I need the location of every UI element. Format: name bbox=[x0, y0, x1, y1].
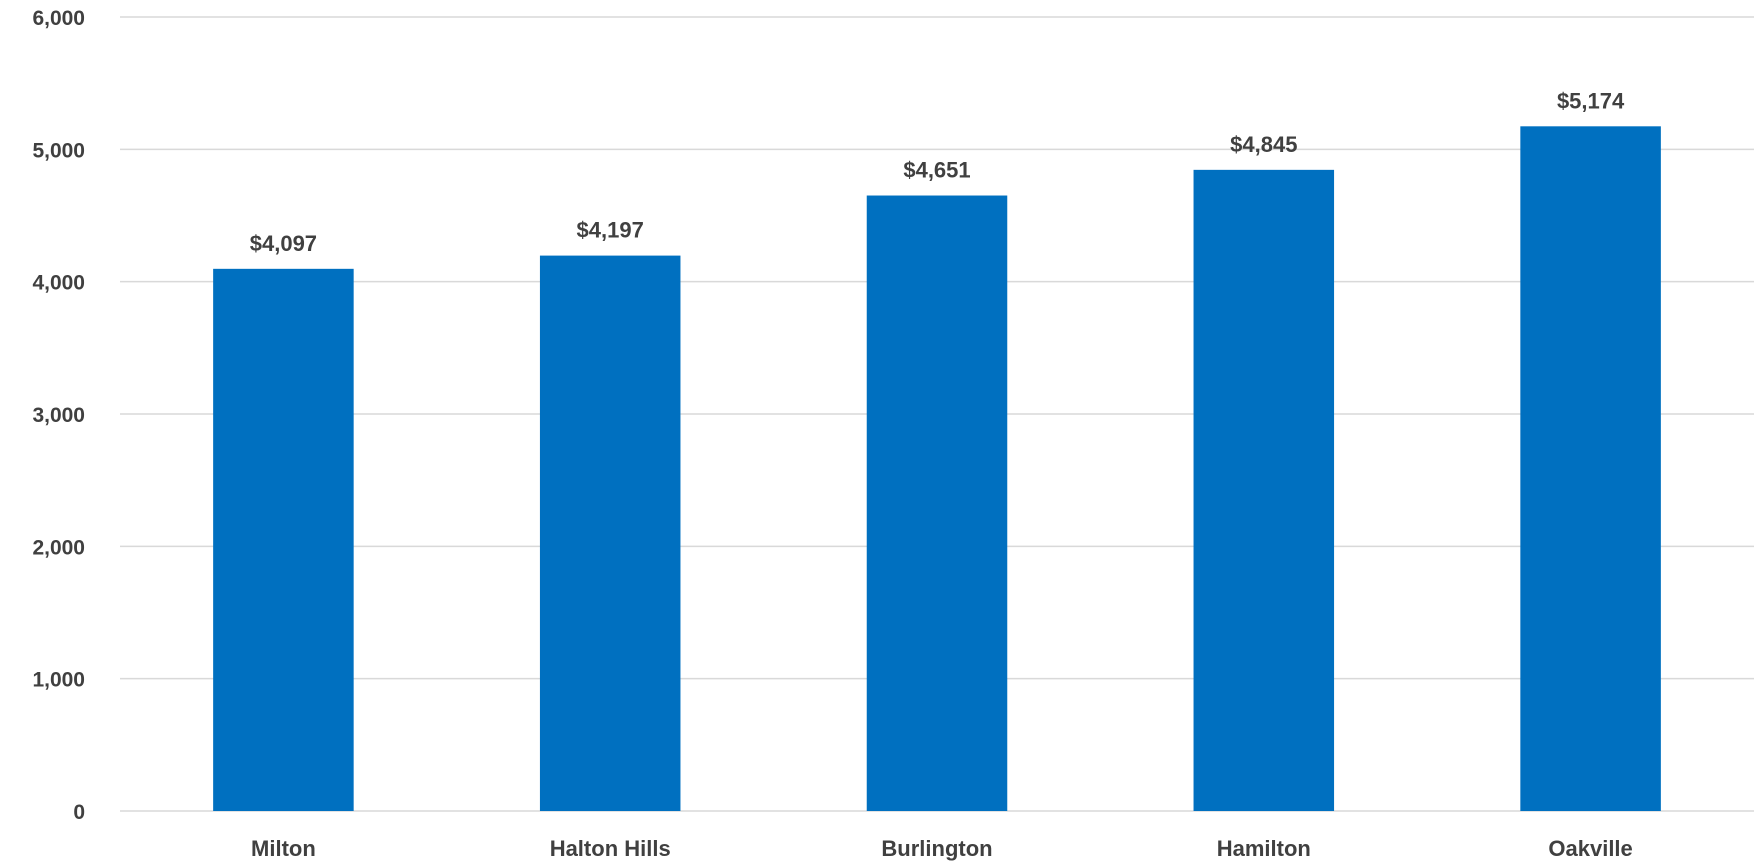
x-tick-label: Burlington bbox=[881, 836, 992, 861]
data-label: $4,845 bbox=[1230, 132, 1297, 157]
y-axis-tick-labels: 0 1,000 2,000 3,000 4,000 5,000 6,000 bbox=[32, 7, 85, 824]
data-label: $4,651 bbox=[903, 158, 970, 183]
bars bbox=[213, 126, 1661, 812]
y-tick-label: 0 bbox=[73, 801, 85, 824]
x-axis-tick-labels: Milton Halton Hills Burlington Hamilton Oakv… bbox=[251, 836, 1633, 861]
bar-1 bbox=[539, 255, 681, 812]
data-label: $4,097 bbox=[250, 231, 317, 256]
bar-4 bbox=[1520, 126, 1661, 812]
y-tick-label: 1,000 bbox=[32, 669, 85, 692]
data-labels: $4,097 $4,197 $4,651 $4,845 $5,174 bbox=[250, 88, 1625, 256]
x-tick-label: Milton bbox=[251, 836, 316, 861]
y-tick-label: 6,000 bbox=[32, 7, 85, 30]
data-label: $4,197 bbox=[577, 218, 644, 243]
data-label: $5,174 bbox=[1557, 88, 1625, 113]
y-tick-label: 2,000 bbox=[32, 536, 85, 559]
x-tick-label: Hamilton bbox=[1217, 836, 1311, 861]
bar-2 bbox=[866, 195, 1008, 811]
y-tick-label: 4,000 bbox=[32, 272, 85, 295]
x-tick-label: Halton Hills bbox=[550, 836, 671, 861]
y-tick-label: 5,000 bbox=[32, 139, 85, 162]
bar-3 bbox=[1193, 169, 1335, 812]
x-tick-label: Oakville bbox=[1548, 836, 1632, 861]
bar-0 bbox=[213, 268, 354, 811]
y-tick-label: 3,000 bbox=[32, 404, 85, 427]
